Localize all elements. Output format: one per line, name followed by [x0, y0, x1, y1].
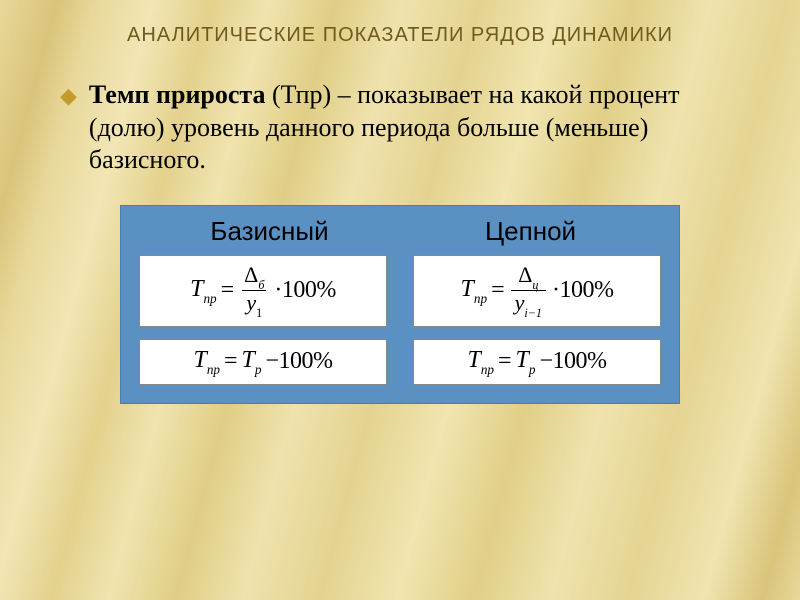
bl-lhs-sub: пр	[207, 362, 220, 377]
bullet-icon: ◆	[60, 85, 77, 107]
br-lhs-sym: T	[467, 347, 480, 373]
tr-num-sub: ц	[532, 278, 538, 292]
formula-bottom-left: Tпр = Tр −100%	[139, 339, 387, 385]
tr-lhs-sub: пр	[474, 291, 487, 306]
tr-tail: ·100%	[552, 277, 613, 304]
slide-title: АНАЛИТИЧЕСКИЕ ПОКАЗАТЕЛИ РЯДОВ ДИНАМИКИ	[60, 24, 740, 47]
tr-num-sym: Δ	[518, 262, 532, 287]
tl-lhs-sub: пр	[203, 291, 216, 306]
tl-num-sym: Δ	[244, 262, 258, 287]
tl-lhs-sym: T	[190, 276, 203, 302]
bl-rhs-sym: T	[242, 347, 255, 373]
header-basic: Базисный	[139, 216, 400, 247]
bl-tail: −100%	[266, 348, 333, 375]
tl-den-sub: 1	[256, 306, 262, 320]
formula-top-right: Tпр = Δц yi−1 ·100%	[413, 255, 661, 327]
formula-panel: Базисный Цепной Tпр = Δб y1 ·100% Tпр	[120, 205, 680, 404]
bl-rhs-sub: р	[255, 362, 262, 377]
tr-den-sym: y	[515, 290, 525, 315]
formula-bottom-right: Tпр = Tр −100%	[413, 339, 661, 385]
slide: АНАЛИТИЧЕСКИЕ ПОКАЗАТЕЛИ РЯДОВ ДИНАМИКИ …	[0, 0, 800, 600]
tl-den-sym: y	[246, 290, 256, 315]
paragraph: Темп прироста (Тпр) – показывает на како…	[89, 79, 740, 177]
bl-lhs-sym: T	[193, 347, 206, 373]
tl-tail: ·100%	[274, 277, 335, 304]
tr-den-sub: i−1	[524, 306, 542, 320]
bullet-paragraph: ◆ Темп прироста (Тпр) – показывает на ка…	[60, 79, 740, 177]
formula-grid: Tпр = Δб y1 ·100% Tпр = Δц yi−1	[139, 255, 661, 385]
br-tail: −100%	[540, 348, 607, 375]
header-chain: Цепной	[400, 216, 661, 247]
br-rhs-sub: р	[529, 362, 536, 377]
br-lhs-sub: пр	[481, 362, 494, 377]
br-rhs-sym: T	[516, 347, 529, 373]
tr-lhs-sym: T	[461, 276, 474, 302]
column-headers: Базисный Цепной	[139, 216, 661, 247]
tl-num-sub: б	[258, 278, 264, 292]
paragraph-bold: Темп прироста	[89, 80, 266, 109]
formula-top-left: Tпр = Δб y1 ·100%	[139, 255, 387, 327]
